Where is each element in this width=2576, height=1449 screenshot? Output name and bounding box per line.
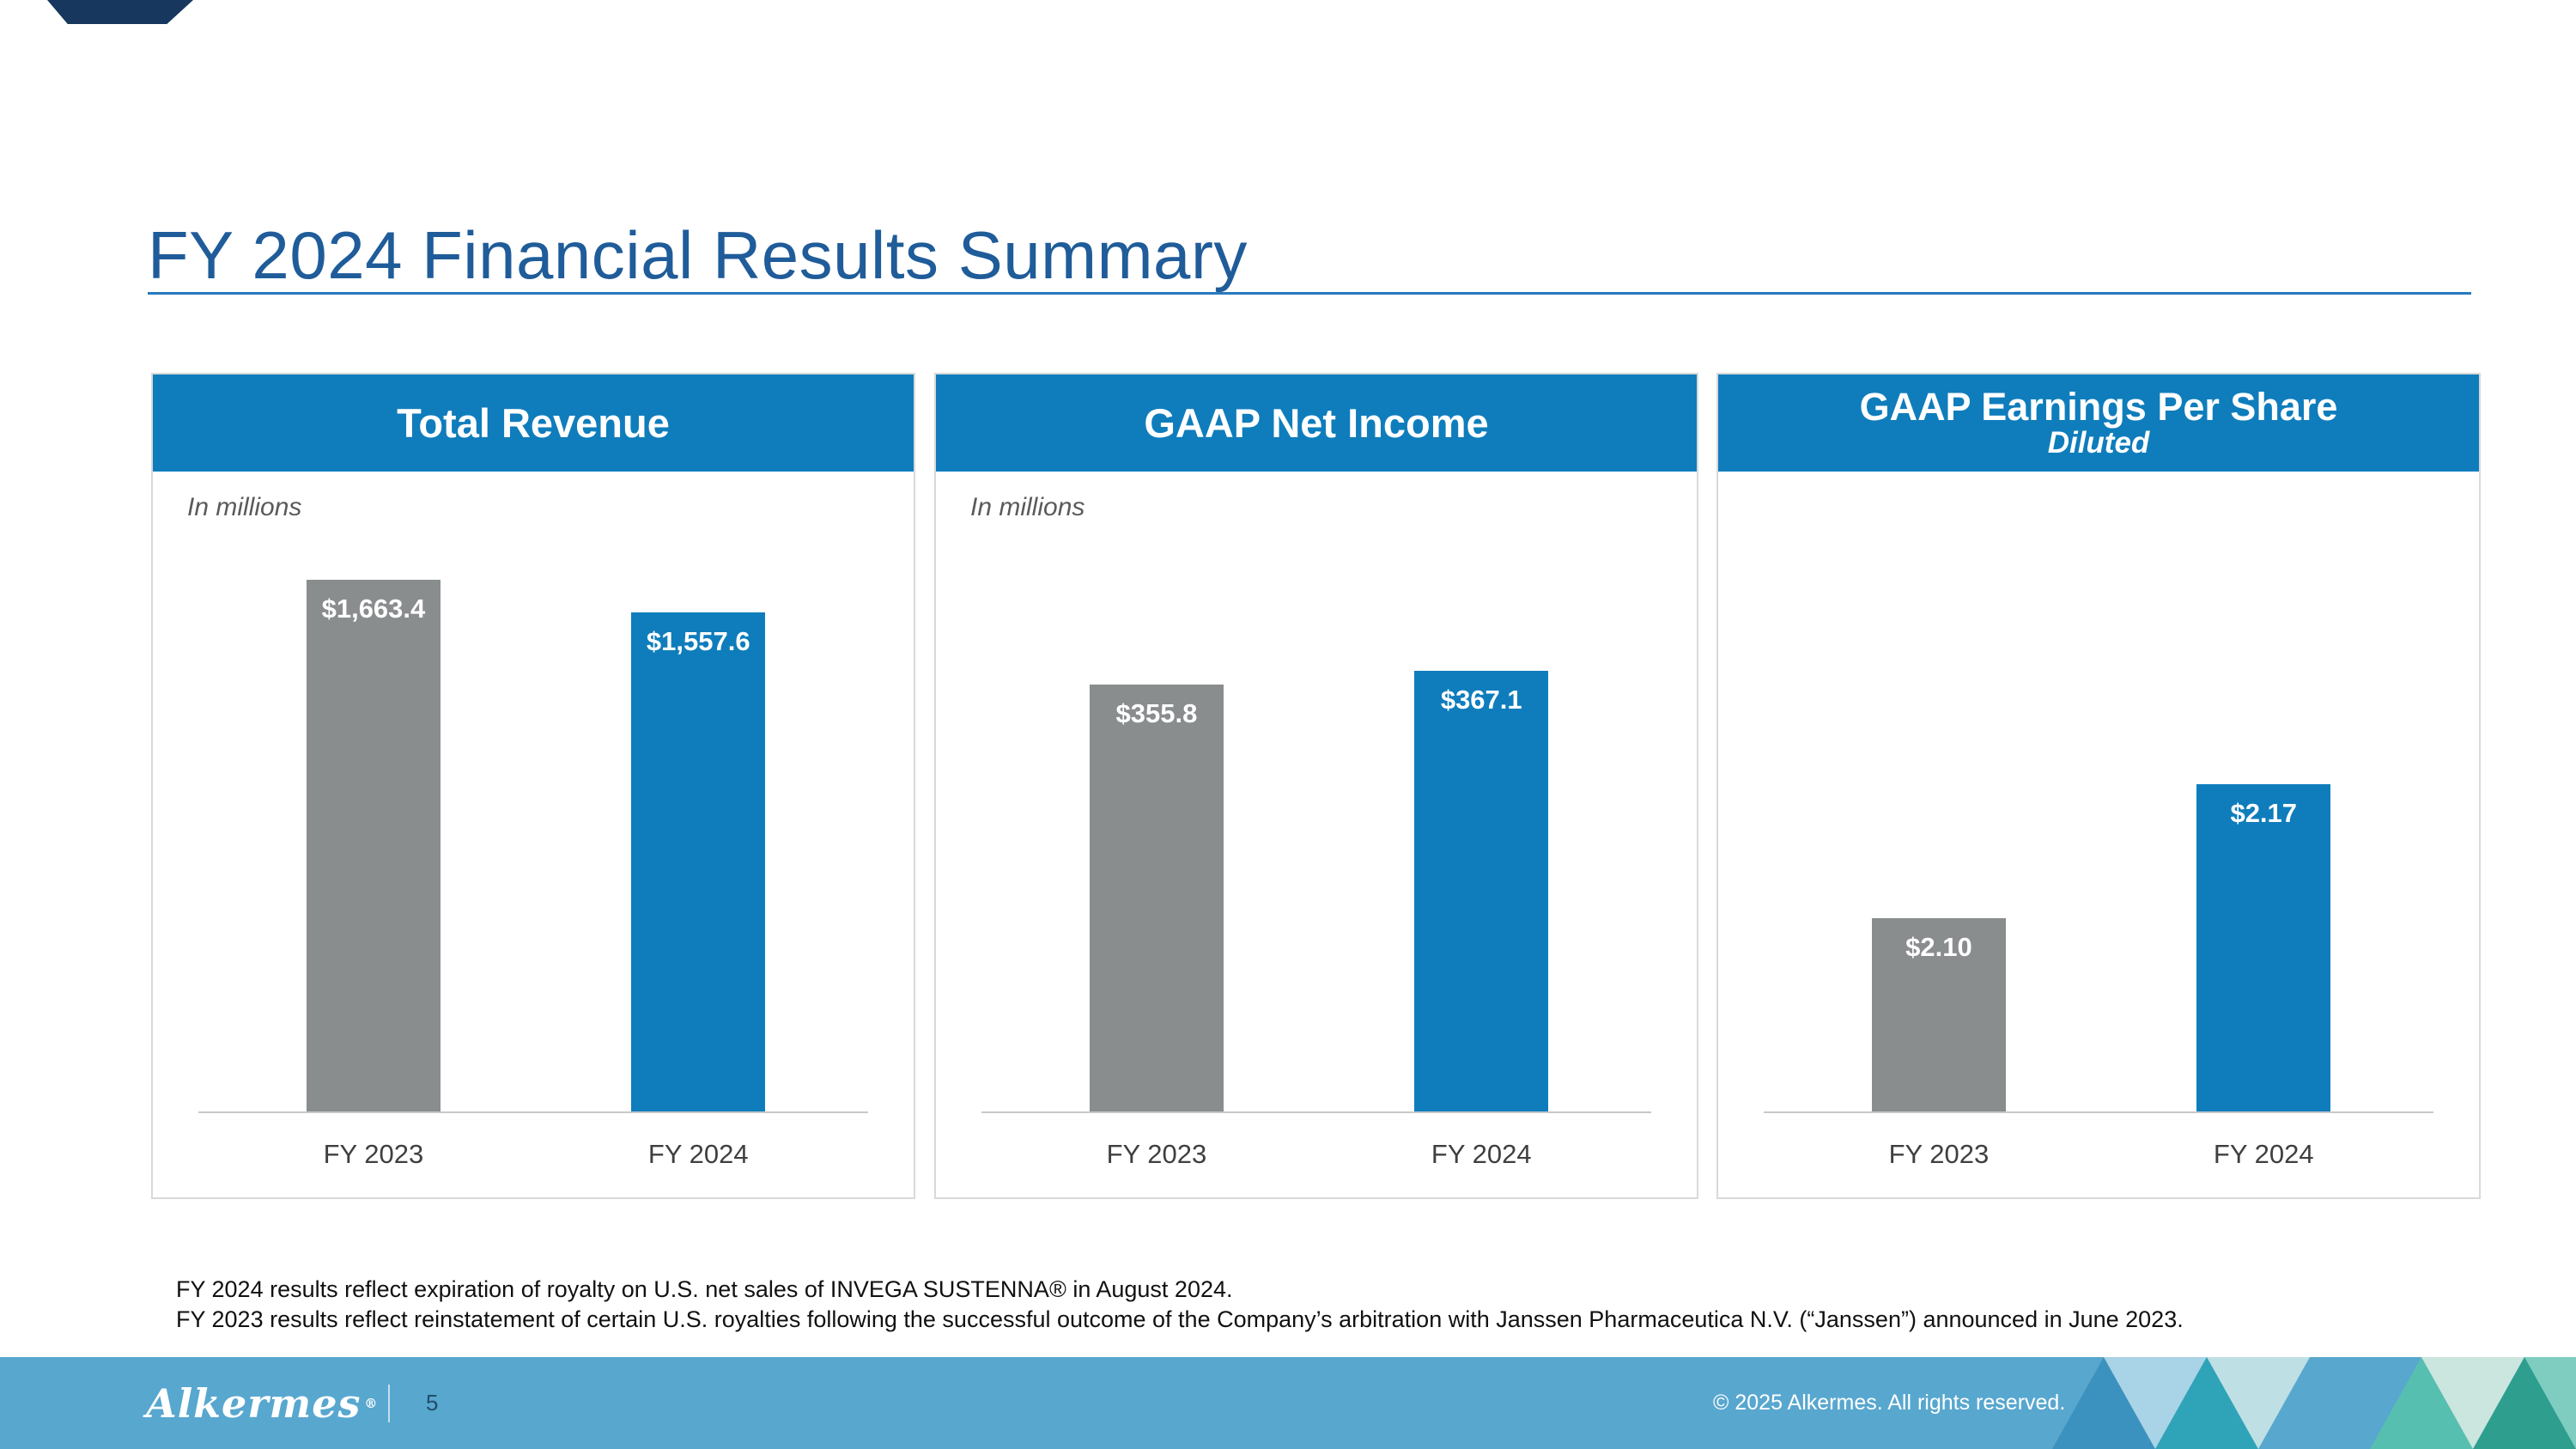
- x-axis-labels: FY 2023 FY 2024: [1718, 1135, 2479, 1173]
- footer-band: Alkermes ® 5 © 2025 Alkermes. All rights…: [0, 1357, 2576, 1449]
- plot-area: $1,663.4 $1,557.6: [153, 472, 914, 1113]
- alkermes-logo: Alkermes ®: [146, 1357, 378, 1449]
- chart-panel-gaap-net-income: GAAP Net Income In millions $355.8 $367.…: [934, 373, 1698, 1199]
- chart-subtitle: Diluted: [2047, 425, 2150, 460]
- units-note: In millions: [187, 493, 302, 521]
- x-axis-line: [1764, 1111, 2433, 1113]
- alkermes-logo-text: Alkermes: [146, 1379, 361, 1427]
- footer-divider: [388, 1385, 390, 1422]
- bar-fy2023: $355.8: [1089, 685, 1224, 1113]
- bar-value-label: $2.10: [1905, 931, 1972, 962]
- chart-panel-total-revenue: Total Revenue In millions $1,663.4 $1,55…: [151, 373, 915, 1199]
- x-tick-label-fy2023: FY 2023: [1888, 1139, 1990, 1169]
- footnotes: FY 2024 results reflect expiration of ro…: [176, 1275, 2184, 1335]
- x-tick-label-fy2024: FY 2024: [2213, 1139, 2314, 1169]
- footer-deco-triangles-icon: [2052, 1357, 2576, 1449]
- x-tick-label-fy2024: FY 2024: [647, 1139, 749, 1169]
- chart-title: GAAP Net Income: [1144, 399, 1489, 446]
- bar-fy2024: $367.1: [1414, 670, 1549, 1113]
- footnote-1: FY 2024 results reflect expiration of ro…: [176, 1276, 1233, 1302]
- x-tick-label-fy2024: FY 2024: [1431, 1139, 1532, 1169]
- bar-fy2023: $1,663.4: [306, 579, 440, 1113]
- bar-value-label: $367.1: [1440, 684, 1522, 715]
- copyright-text: © 2025 Alkermes. All rights reserved.: [1713, 1391, 2066, 1415]
- x-tick-label-fy2023: FY 2023: [323, 1139, 424, 1169]
- chart-header: GAAP Net Income: [936, 374, 1697, 472]
- chart-header: Total Revenue: [153, 374, 914, 472]
- plot-area: $2.10 $2.17: [1718, 472, 2479, 1113]
- x-tick-label-fy2023: FY 2023: [1106, 1139, 1207, 1169]
- chart-header: GAAP Earnings Per Share Diluted: [1718, 374, 2479, 472]
- corner-accent-shape: [47, 0, 193, 24]
- registered-mark: ®: [364, 1395, 379, 1411]
- bar-fy2024: $1,557.6: [631, 612, 766, 1113]
- bar-fy2023: $2.10: [1871, 917, 2006, 1113]
- chart-title: GAAP Earnings Per Share: [1859, 384, 2338, 429]
- bar-value-label: $355.8: [1115, 698, 1198, 729]
- x-axis-labels: FY 2023 FY 2024: [936, 1135, 1697, 1173]
- x-axis-line: [198, 1111, 868, 1113]
- x-axis-labels: FY 2023 FY 2024: [153, 1135, 914, 1173]
- bar-fy2024: $2.17: [2196, 783, 2331, 1113]
- x-axis-line: [981, 1111, 1651, 1113]
- bar-value-label: $1,557.6: [646, 626, 750, 657]
- chart-panel-gaap-eps: GAAP Earnings Per Share Diluted $2.10 $2…: [1716, 373, 2481, 1199]
- page-title: FY 2024 Financial Results Summary: [148, 217, 1248, 294]
- title-underline: [148, 292, 2471, 295]
- chart-title: Total Revenue: [397, 399, 670, 446]
- plot-area: $355.8 $367.1: [936, 472, 1697, 1113]
- bar-value-label: $2.17: [2230, 797, 2298, 828]
- bar-value-label: $1,663.4: [321, 593, 426, 624]
- footnote-2: FY 2023 results reflect reinstatement of…: [176, 1306, 2184, 1333]
- units-note: In millions: [970, 493, 1085, 521]
- page-number: 5: [426, 1390, 439, 1416]
